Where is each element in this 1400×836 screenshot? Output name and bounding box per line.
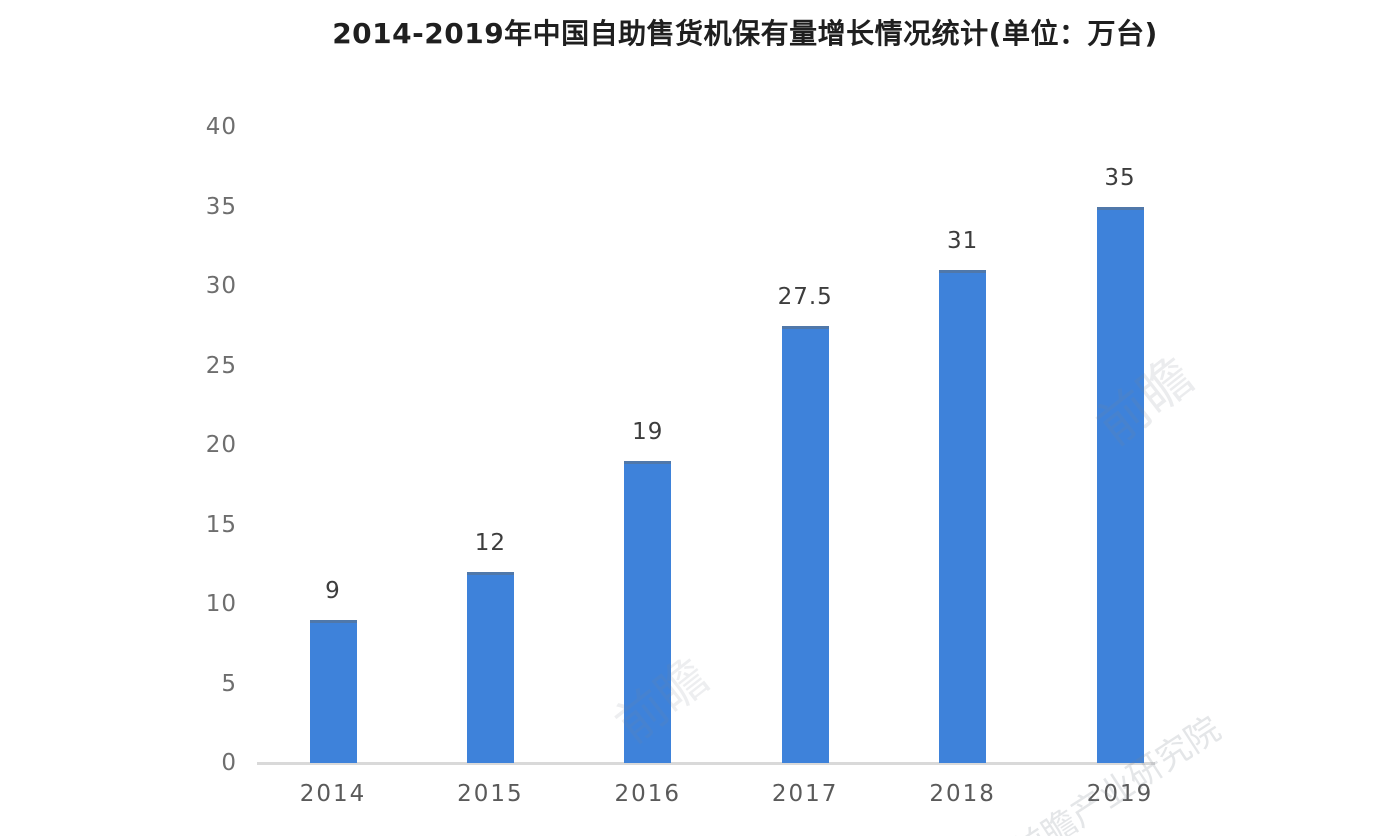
y-axis-label: 5: [221, 670, 237, 697]
y-axis-label: 35: [205, 193, 237, 220]
x-axis-label-2014: 2014: [299, 781, 367, 807]
y-axis-label: 25: [205, 352, 237, 379]
y-axis-label: 0: [221, 750, 237, 776]
x-axis-label-2017: 2017: [771, 781, 839, 807]
y-axis-label: 10: [205, 591, 237, 617]
bar-value-label: 9: [325, 577, 341, 604]
x-axis-label-2019: 2019: [1086, 781, 1154, 807]
x-axis-label-2018: 2018: [929, 781, 996, 807]
chart-title: 2014-2019年中国自助售货机保有量增长情况统计(单位：万台): [332, 17, 1158, 50]
bar-value-label: 12: [474, 530, 507, 557]
x-axis-label-2016: 2016: [614, 781, 682, 807]
bar-2016: [624, 460, 672, 763]
bar-2019: [1096, 206, 1144, 763]
y-axis-label: 15: [205, 511, 237, 538]
bar-2017: [781, 325, 829, 763]
bar-2014: [309, 619, 357, 763]
y-axis-label: 40: [205, 114, 237, 140]
bar-value-label: 19: [632, 418, 664, 445]
bar-2015: [466, 572, 514, 763]
bar-value-label: 27.5: [777, 283, 833, 310]
bar-value-label: 35: [1104, 164, 1136, 191]
y-axis-label: 20: [205, 432, 237, 458]
x-axis-line: [257, 762, 1155, 765]
bar-value-label: 31: [946, 228, 979, 255]
bar-2018: [939, 270, 987, 763]
y-axis-label: 30: [205, 273, 237, 299]
x-axis-label-2015: 2015: [457, 781, 524, 807]
